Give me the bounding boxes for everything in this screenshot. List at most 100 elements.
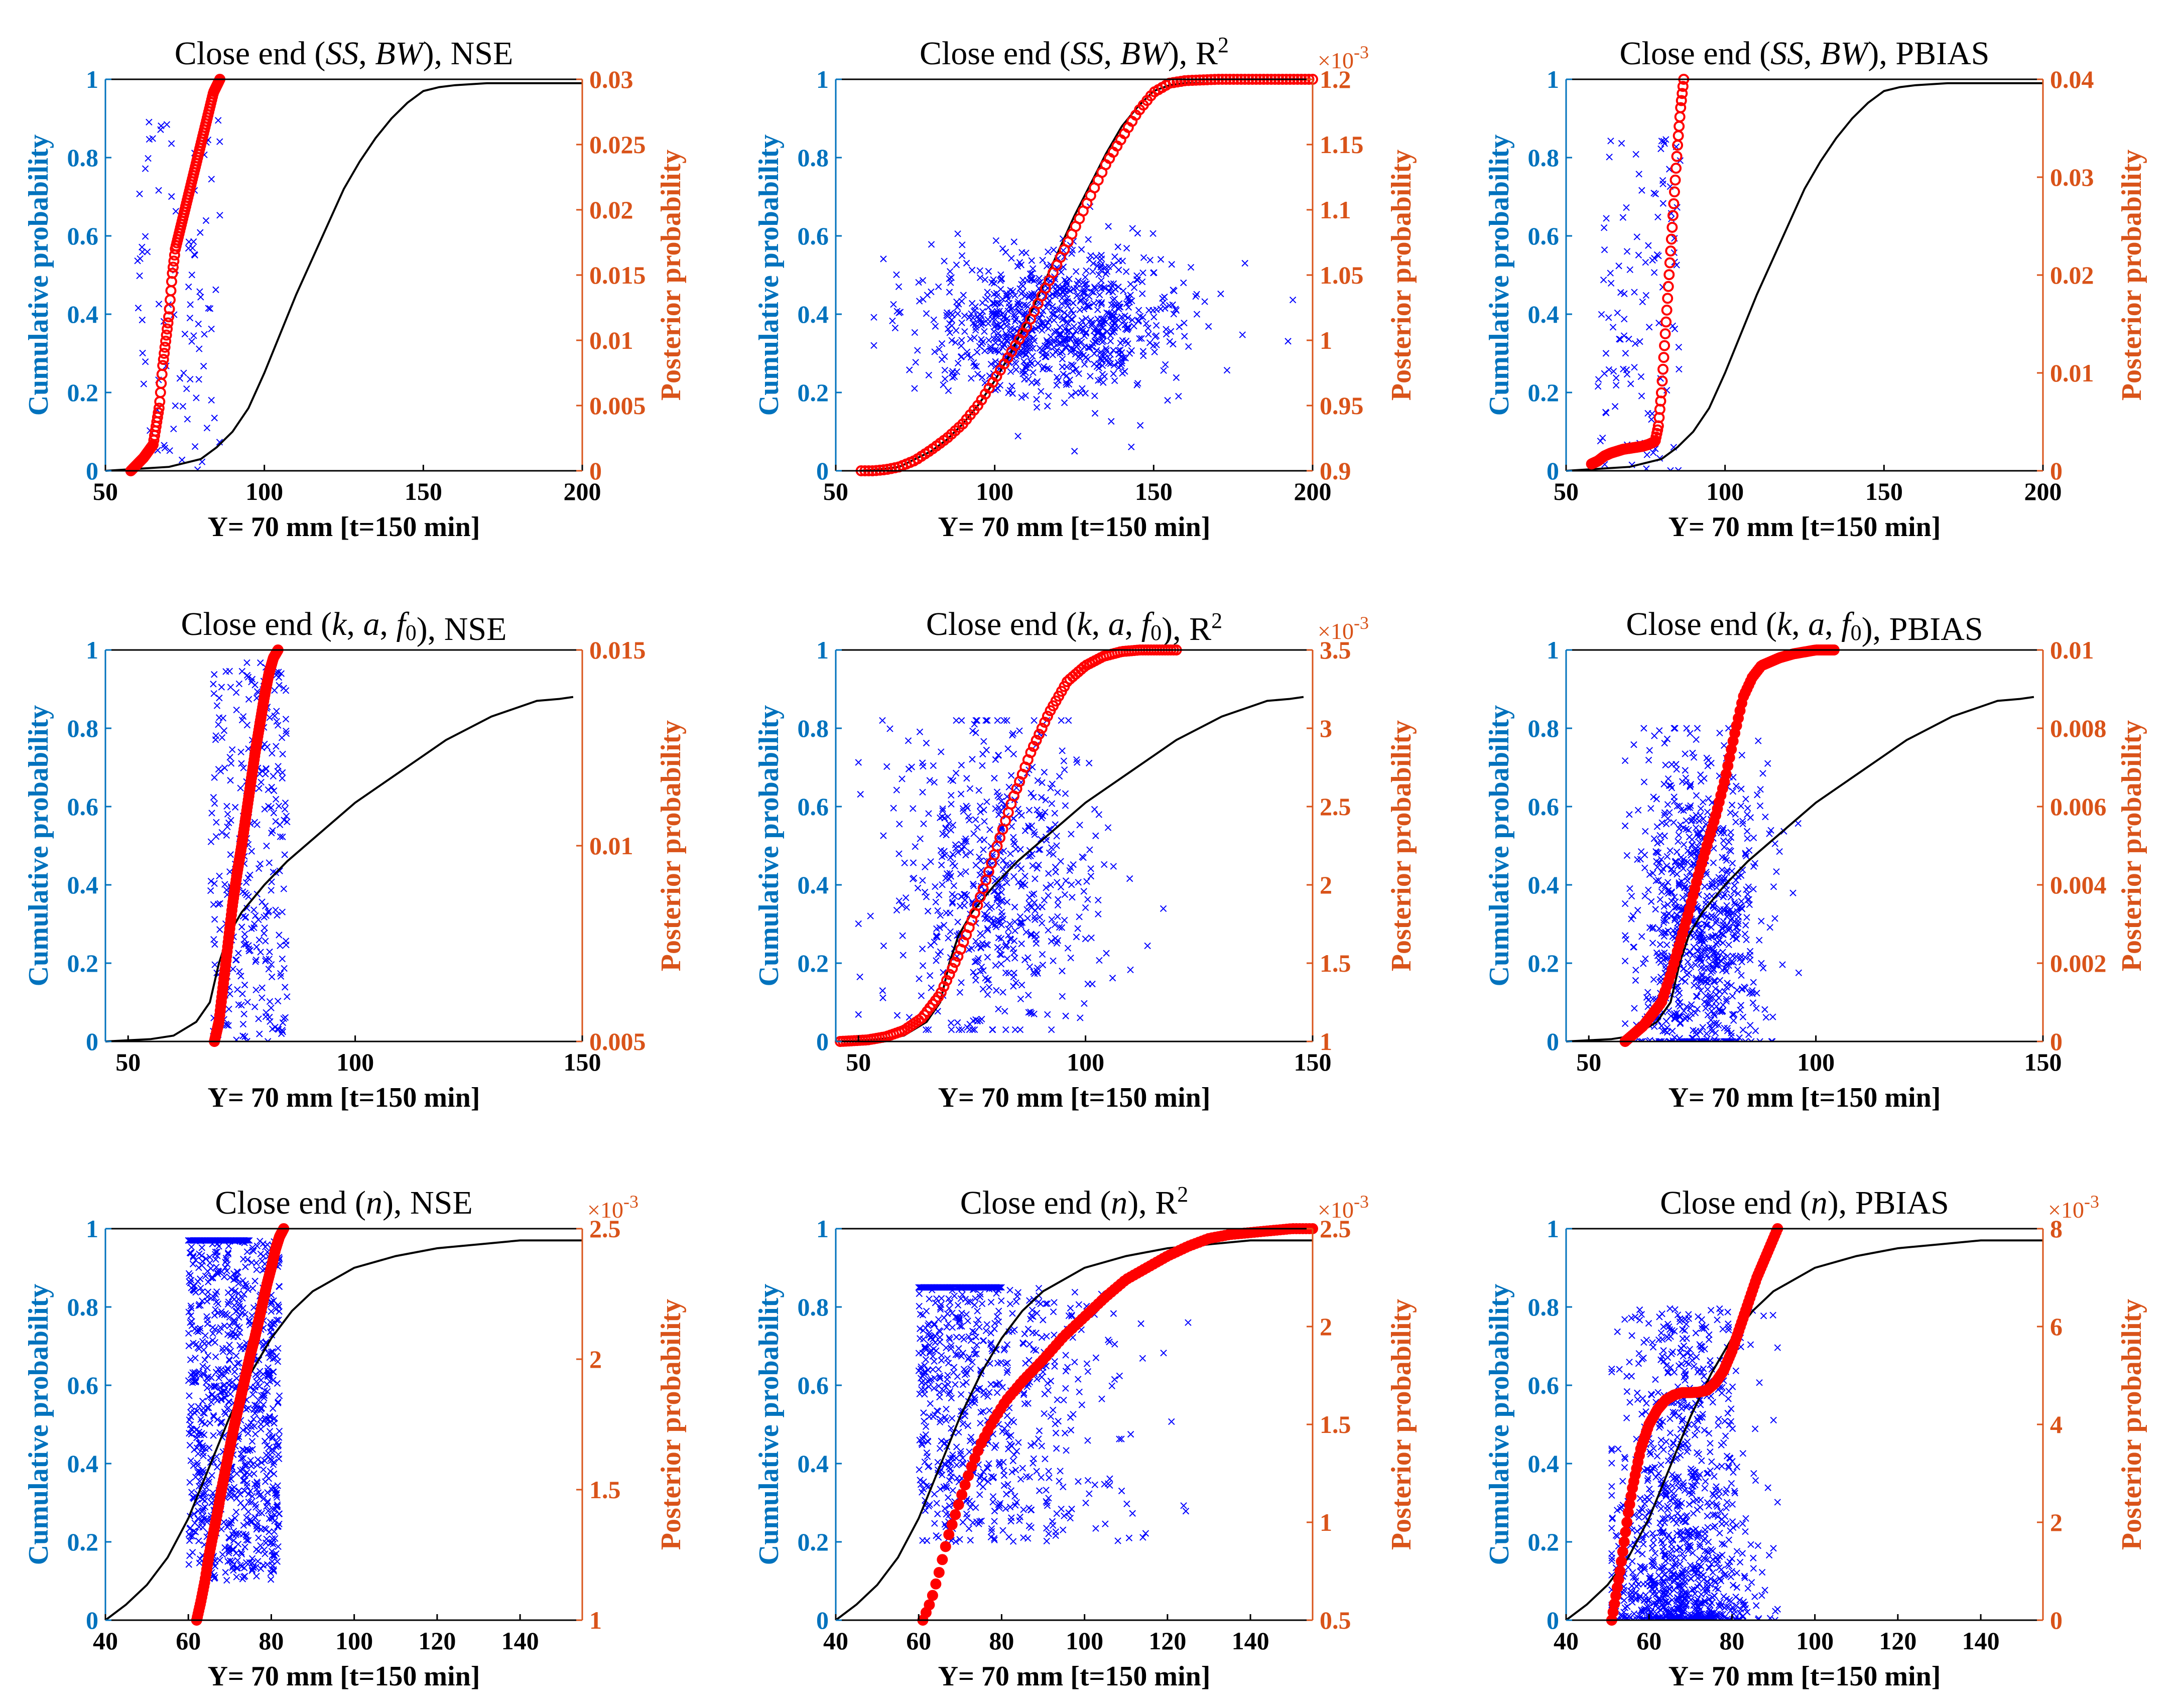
y2-exponent: ×10-3	[587, 1192, 638, 1223]
posterior-point	[1677, 88, 1688, 99]
y-tick-label: 0.8	[798, 1293, 829, 1321]
title-part: Close end (	[181, 606, 332, 642]
title-part: n	[1811, 1185, 1828, 1221]
y-tick-label: 0	[816, 1606, 829, 1634]
scatter-cloud	[855, 717, 1167, 1033]
y2-axis-label: Posterior probability	[2116, 720, 2147, 971]
y2-axis-label: Posterior probability	[656, 720, 687, 971]
title-part: 0	[1851, 620, 1862, 645]
posterior-point	[1667, 210, 1679, 221]
y-tick-label: 0.6	[67, 222, 99, 250]
y-tick-label: 0	[86, 457, 98, 485]
y-tick-label: 1	[1547, 65, 1559, 93]
scatter-markers	[855, 717, 1167, 1033]
y-tick-label: 1	[816, 65, 829, 93]
y-tick-label: 0.6	[67, 793, 99, 821]
posterior-point	[1039, 716, 1051, 728]
posterior-point	[1034, 729, 1045, 740]
posterior-point	[1660, 316, 1672, 328]
y-tick-label: 0.8	[67, 714, 99, 742]
x-tick-label: 120	[1879, 1627, 1916, 1655]
posterior-point	[1671, 151, 1683, 162]
x-tick-label: 60	[176, 1627, 201, 1655]
title-part: ), PBIAS	[1862, 611, 1983, 647]
title-part: SS	[1770, 35, 1804, 72]
y2-tick-label: 0.02	[2050, 261, 2094, 289]
scatter-markers	[870, 203, 1297, 455]
x-tick-label: 140	[1232, 1627, 1269, 1655]
title-part: ,	[1125, 606, 1141, 642]
x-tick-label: 100	[245, 477, 283, 505]
posterior-point	[168, 255, 180, 267]
posterior-point	[924, 1599, 935, 1611]
y2-tick-label: 0.005	[589, 1027, 646, 1056]
posterior-point	[946, 1519, 958, 1530]
x-tick-label: 50	[1554, 477, 1579, 505]
x-tick-label: 60	[1636, 1627, 1661, 1655]
y2-exponent: ×10-3	[1318, 1192, 1369, 1223]
y-tick-label: 0.2	[1528, 1528, 1560, 1556]
y-axis-label: Cumulative probability	[23, 705, 54, 987]
y2-tick-label: 0	[589, 457, 602, 485]
y-tick-label: 0	[1547, 1027, 1559, 1056]
exponent-power: -3	[2084, 1192, 2099, 1212]
posterior-point	[1674, 120, 1685, 132]
y-tick-label: 0.2	[798, 378, 829, 407]
y-axis-label: Cumulative probability	[23, 135, 54, 416]
y2-tick-label: 3.5	[1320, 636, 1351, 664]
y-tick-label: 0.4	[67, 1450, 99, 1478]
posterior-point	[947, 963, 958, 974]
y2-axis-label: Posterior probability	[1386, 720, 1417, 971]
posterior-point	[159, 341, 171, 353]
title-part: Close end (	[1620, 35, 1771, 72]
posterior-point	[1028, 741, 1040, 752]
x-tick-label: 80	[989, 1627, 1014, 1655]
y-tick-label: 0.4	[798, 871, 829, 899]
y2-tick-label: 0.03	[589, 65, 633, 93]
posterior-point	[162, 317, 174, 329]
x-tick-label: 200	[2024, 477, 2062, 505]
y2-tick-label: 0.04	[2050, 65, 2094, 93]
y2-tick-label: 0.01	[2050, 359, 2094, 387]
y-tick-label: 0.4	[798, 300, 829, 328]
posterior-point	[1671, 163, 1682, 174]
posterior-series	[191, 1223, 290, 1626]
title-part: Close end (	[1626, 606, 1777, 642]
posterior-point	[950, 1509, 961, 1520]
posterior-point	[935, 987, 947, 998]
title-part: BW	[375, 35, 425, 72]
cdf-line	[105, 696, 574, 1042]
exponent-base: ×10	[587, 1197, 623, 1223]
x-tick-label: 150	[405, 477, 442, 505]
title-part: ), PBIAS	[1828, 1185, 1949, 1221]
posterior-point	[1670, 174, 1681, 186]
y-tick-label: 0.8	[798, 144, 829, 172]
posterior-point	[159, 348, 170, 359]
title-part: Close end (	[920, 35, 1071, 72]
x-axis-label: Y= 70 mm [t=150 min]	[938, 1661, 1211, 1692]
y2-tick-label: 0.02	[589, 196, 633, 224]
title-part: ,	[1804, 35, 1820, 72]
y2-axis-label: Posterior probability	[1386, 150, 1417, 401]
y-tick-label: 1	[86, 1215, 98, 1243]
posterior-point	[1661, 304, 1673, 316]
title-part: 0	[406, 620, 417, 645]
panel-title: Close end (SS, BW), PBIAS	[1620, 35, 1990, 72]
scatter-markers	[134, 117, 223, 471]
y-tick-label: 0.8	[1528, 144, 1560, 172]
y2-tick-label: 0.01	[2050, 636, 2094, 664]
panel-title: Close end (k, a, f0), R2	[926, 606, 1222, 647]
title-part: 2	[1218, 33, 1229, 57]
y2-tick-label: 0.01	[589, 326, 633, 354]
x-tick-label: 80	[1719, 1627, 1744, 1655]
posterior-point	[953, 1499, 964, 1510]
scatter-cloud	[870, 203, 1297, 455]
y2-axis-label: Posterior probability	[1386, 1299, 1417, 1550]
posterior-point	[1665, 245, 1677, 257]
y-axis-label: Cumulative probability	[1484, 705, 1515, 987]
scatter-markers	[1594, 136, 1684, 471]
posterior-point	[153, 403, 165, 414]
y-tick-label: 0.6	[1528, 1371, 1560, 1399]
y2-tick-label: 0.006	[2050, 793, 2107, 821]
title-part: ), R	[1168, 35, 1218, 72]
